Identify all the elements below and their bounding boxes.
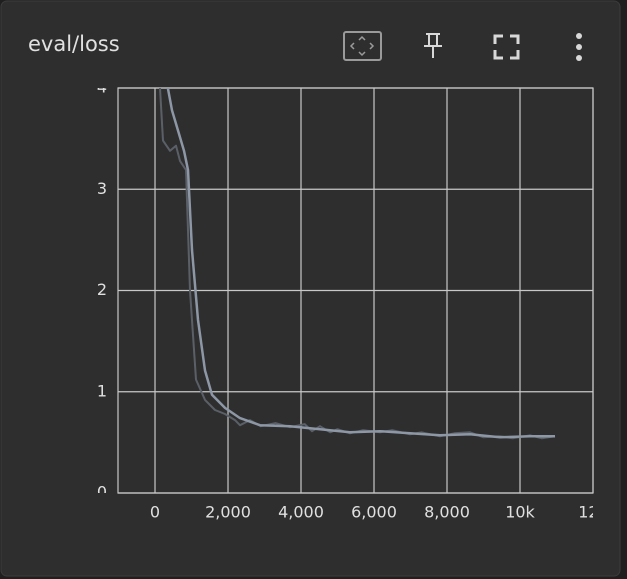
fullscreen-button[interactable] (493, 34, 520, 60)
fit-domain-button[interactable] (343, 31, 382, 61)
pin-button[interactable] (424, 33, 442, 58)
x-tick-label: 12k (578, 503, 608, 522)
x-tick-label: 4,000 (278, 503, 324, 522)
x-axis: 0 2,000 4,000 6,000 8,000 10k 12k (150, 503, 608, 522)
y-tick-label: 3 (97, 179, 107, 198)
series-line (166, 88, 555, 439)
y-tick-label: 1 (97, 381, 107, 400)
y-tick-label: 2 (97, 280, 107, 299)
x-tick-label: 6,000 (351, 503, 397, 522)
y-tick-label: 0 (97, 483, 107, 502)
y-axis: 0 1 2 3 4 (97, 78, 107, 502)
chart-title: eval/loss (28, 32, 120, 56)
x-tick-label: 0 (150, 503, 160, 522)
x-tick-label: 8,000 (424, 503, 470, 522)
series-line (159, 88, 556, 440)
plot (159, 88, 556, 440)
x-tick-label: 2,000 (205, 503, 251, 522)
y-tick-label: 4 (97, 78, 107, 97)
grid (117, 87, 594, 494)
x-tick-label: 10k (505, 503, 535, 522)
more-button[interactable] (576, 33, 582, 61)
